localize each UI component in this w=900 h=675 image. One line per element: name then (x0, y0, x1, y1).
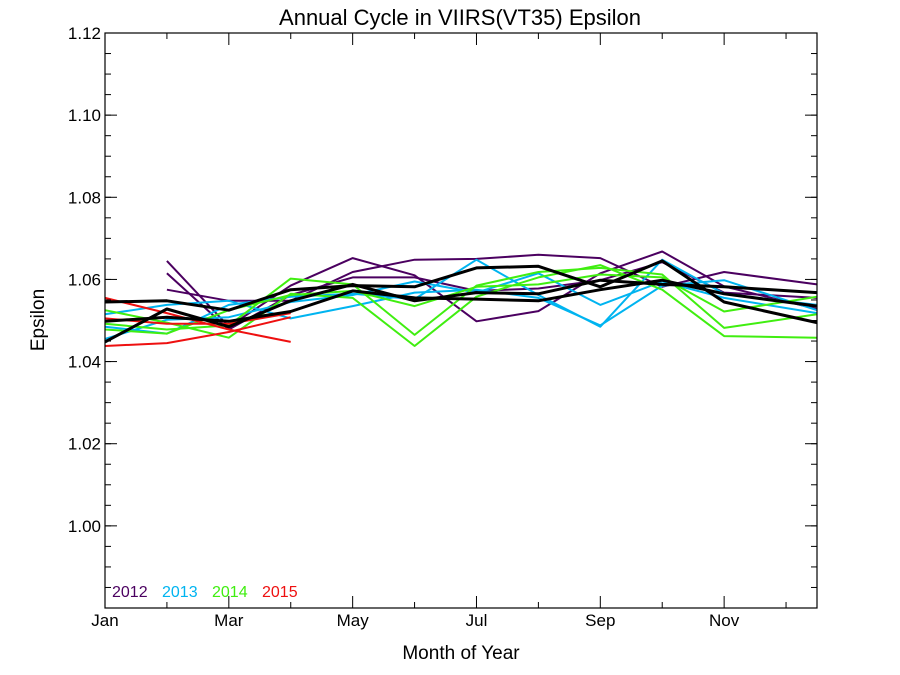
y-tick-label: 1.04 (68, 353, 101, 372)
y-tick-label: 1.00 (68, 517, 101, 536)
x-tick-label: Nov (709, 611, 740, 630)
legend-label-2012: 2012 (112, 584, 148, 601)
y-tick-label: 1.12 (68, 24, 101, 43)
legend-label-2013: 2013 (162, 584, 198, 601)
legend-label-2015: 2015 (262, 584, 298, 601)
legend-label-2014: 2014 (212, 584, 248, 601)
x-tick-label: Jul (466, 611, 488, 630)
series-line-black-14 (104, 278, 818, 323)
x-tick-label: Jan (91, 611, 118, 630)
legend: 2012 2013 2014 2015 (112, 584, 298, 601)
y-axis-label: Epsilon (28, 289, 49, 351)
x-tick-label: Sep (585, 611, 615, 630)
y-tick-label: 1.10 (68, 106, 101, 125)
series-line-2014-6 (104, 264, 818, 347)
chart-title: Annual Cycle in VIIRS(VT35) Epsilon (279, 5, 641, 30)
series-line-2015-11 (104, 312, 291, 325)
series-lines (104, 250, 818, 347)
axis-tick-labels: Jan Mar May Jul Sep Nov 1.00 1.02 1.04 1.06 1.08 1.… (68, 24, 740, 630)
y-tick-label: 1.06 (68, 270, 101, 289)
y-tick-label: 1.02 (68, 435, 101, 454)
series-line-2015-9 (104, 296, 291, 343)
axis-ticks (104, 32, 817, 609)
series-line-black-12 (104, 259, 818, 325)
x-tick-label: May (337, 611, 370, 630)
y-tick-label: 1.08 (68, 188, 101, 207)
series-line-2015-10 (104, 316, 291, 347)
x-axis-label: Month of Year (402, 643, 520, 664)
x-tick-label: Mar (214, 611, 244, 630)
series-line-black-13 (104, 278, 818, 344)
